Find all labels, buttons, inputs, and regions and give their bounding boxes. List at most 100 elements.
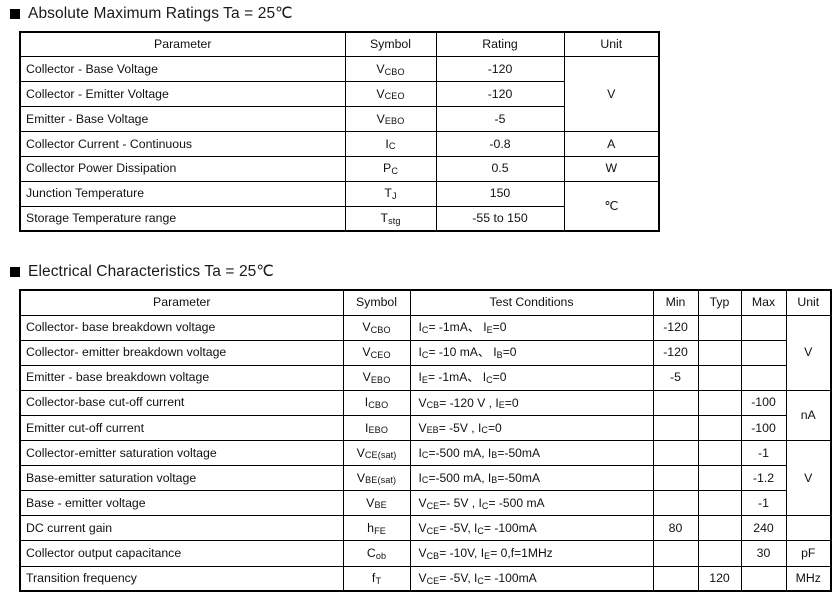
table-row: Base-emitter saturation voltage VBE(sat) I… xyxy=(19,465,831,492)
table-row: Collector-emitter saturation voltage VCE(… xyxy=(19,440,832,517)
cell-typ xyxy=(697,339,742,366)
cell-rating: -5 xyxy=(435,106,565,133)
cell-symbol: fT xyxy=(342,565,411,592)
cell-typ xyxy=(697,364,742,391)
cell-unit xyxy=(785,515,832,542)
cell-unit: V xyxy=(563,56,660,133)
cell-min xyxy=(652,389,699,416)
cell-symbol: VCEO xyxy=(344,81,437,108)
cell-test-conditions: VCE=- 5V , IC= -500 mA xyxy=(409,490,654,517)
cell-min: -120 xyxy=(652,314,699,341)
cell-max xyxy=(740,339,787,366)
cell-parameter: Collector- emitter breakdown voltage xyxy=(19,339,344,366)
column-header-min: Min xyxy=(652,289,699,316)
cell-symbol: IEBO xyxy=(342,414,411,442)
cell-symbol: Tstg xyxy=(344,205,437,232)
cell-unit: W xyxy=(563,155,660,182)
column-header-rating: Rating xyxy=(435,31,565,58)
column-header-symbol: Symbol xyxy=(342,289,411,316)
cell-typ xyxy=(697,314,742,341)
cell-min xyxy=(652,465,699,492)
table-header-row: Parameter Symbol Test Conditions Min Typ… xyxy=(19,289,832,316)
cell-parameter: Collector output capacitance xyxy=(19,540,344,567)
cell-min: -5 xyxy=(652,364,699,391)
cell-typ xyxy=(697,389,742,416)
cell-symbol: TJ xyxy=(344,180,437,207)
cell-unit: A xyxy=(563,131,660,157)
table-row: Collector-base cut-off current ICBO VCB= -… xyxy=(19,389,832,442)
cell-max: -1 xyxy=(740,490,787,517)
cell-rating: -0.8 xyxy=(435,131,565,157)
cell-test-conditions: IE= -1mA、 IC=0 xyxy=(409,364,654,391)
column-header-typ: Typ xyxy=(697,289,742,316)
cell-min xyxy=(652,414,699,442)
cell-max: 30 xyxy=(740,540,787,567)
cell-test-conditions: IC= -1mA、 IE=0 xyxy=(409,314,654,341)
cell-max: -1 xyxy=(740,440,787,467)
column-header-max: Max xyxy=(740,289,787,316)
absolute-maximum-ratings-table: Parameter Symbol Rating Unit Collector -… xyxy=(19,31,660,233)
cell-symbol: VBE(sat) xyxy=(342,465,411,492)
cell-parameter: Collector Current - Continuous xyxy=(19,131,346,157)
cell-test-conditions: IC= -10 mA、 IB=0 xyxy=(409,339,654,366)
cell-min: -120 xyxy=(652,339,699,366)
table-header-row: Parameter Symbol Rating Unit xyxy=(19,31,660,58)
table-row: Collector- base breakdown voltage VCBO IC=… xyxy=(19,314,832,391)
cell-symbol: hFE xyxy=(342,515,411,542)
cell-rating: -120 xyxy=(435,56,565,83)
column-header-symbol: Symbol xyxy=(344,31,437,58)
cell-test-conditions: VCB= -120 V , IE=0 xyxy=(409,389,654,416)
column-header-parameter: Parameter xyxy=(19,289,344,316)
cell-min xyxy=(652,490,699,517)
cell-symbol: VCEO xyxy=(342,339,411,366)
cell-typ xyxy=(697,515,742,542)
cell-parameter: Storage Temperature range xyxy=(19,205,346,232)
column-header-test-conditions: Test Conditions xyxy=(409,289,654,316)
table-row: Collector output capacitance Cob VCB= -10V… xyxy=(19,540,832,567)
cell-parameter: Emitter cut-off current xyxy=(19,414,344,442)
cell-rating: -120 xyxy=(435,81,565,108)
cell-parameter: Emitter - base breakdown voltage xyxy=(19,364,344,391)
cell-symbol: VCBO xyxy=(344,56,437,83)
cell-typ xyxy=(697,540,742,567)
cell-typ xyxy=(697,440,742,467)
table-row: Base - emitter voltage VBE VCE=- 5V , IC= … xyxy=(19,490,831,517)
cell-max: -100 xyxy=(740,389,787,416)
cell-min xyxy=(652,440,699,467)
cell-parameter: DC current gain xyxy=(19,515,344,542)
table-row: Junction Temperature TJ 150 ℃ xyxy=(19,180,660,232)
cell-test-conditions: VCB= -10V, IE= 0,f=1MHz xyxy=(409,540,654,567)
cell-max: -1.2 xyxy=(740,465,787,492)
cell-parameter: Base-emitter saturation voltage xyxy=(19,465,344,492)
cell-test-conditions: VCE= -5V, IC= -100mA xyxy=(409,565,654,592)
table-row: Emitter - Base Voltage VEBO -5 xyxy=(19,106,659,133)
electrical-characteristics-table: Parameter Symbol Test Conditions Min Typ… xyxy=(19,289,832,593)
electrical-characteristics-table-wrapper: Parameter Symbol Test Conditions Min Typ… xyxy=(19,289,832,593)
cell-symbol: VEBO xyxy=(344,106,437,133)
section-title-text: Absolute Maximum Ratings Ta = 25℃ xyxy=(28,5,293,22)
cell-unit: pF xyxy=(785,540,832,567)
cell-symbol: VEBO xyxy=(342,364,411,391)
absolute-maximum-ratings-table-wrapper: Parameter Symbol Rating Unit Collector -… xyxy=(19,31,660,233)
bullet-square-icon xyxy=(10,8,20,19)
cell-rating: -55 to 150 xyxy=(435,205,565,232)
cell-parameter: Junction Temperature xyxy=(19,180,346,207)
cell-min xyxy=(652,540,699,567)
cell-unit: V xyxy=(785,440,832,517)
cell-max xyxy=(740,565,787,592)
cell-parameter: Collector- base breakdown voltage xyxy=(19,314,344,341)
table-row: Collector Current - Continuous IC -0.8 A xyxy=(19,131,660,157)
cell-rating: 150 xyxy=(435,180,565,207)
cell-symbol: Cob xyxy=(342,540,411,567)
cell-rating: 0.5 xyxy=(435,155,565,182)
column-header-unit: Unit xyxy=(563,31,660,58)
cell-typ: 120 xyxy=(697,565,742,592)
cell-typ xyxy=(697,490,742,517)
cell-test-conditions: VEB= -5V , IC=0 xyxy=(409,414,654,442)
bullet-square-icon xyxy=(10,266,20,277)
column-header-parameter: Parameter xyxy=(19,31,346,58)
table-row: Emitter - base breakdown voltage VEBO IE= … xyxy=(19,364,831,391)
cell-symbol: VCE(sat) xyxy=(342,440,411,467)
cell-symbol: PC xyxy=(344,155,437,182)
cell-parameter: Collector-emitter saturation voltage xyxy=(19,440,344,467)
